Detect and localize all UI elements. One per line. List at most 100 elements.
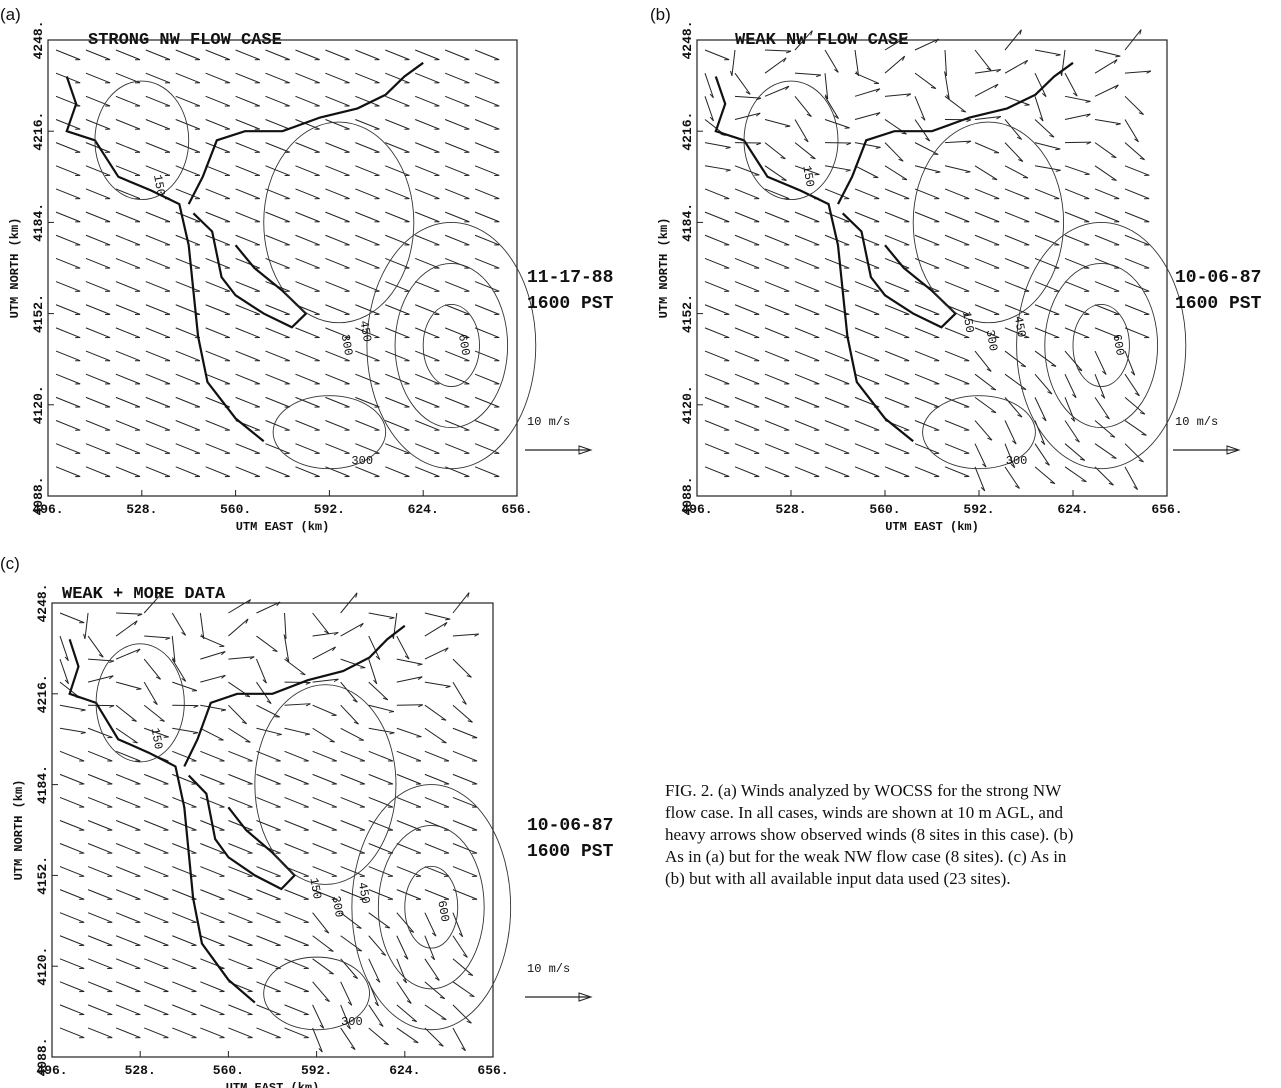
- wind-arrow-head: [906, 93, 912, 97]
- wind-arrow: [854, 211, 880, 223]
- wind-arrow: [144, 889, 169, 900]
- wind-arrow-head: [441, 1018, 447, 1021]
- wind-arrow: [355, 49, 380, 61]
- terrain-contour: [743, 80, 839, 201]
- wind-arrow-head: [930, 86, 937, 90]
- y-tick-label: 4088.: [31, 476, 46, 515]
- wind-arrow: [944, 281, 970, 292]
- wind-arrow: [340, 704, 359, 725]
- wind-arrow: [1124, 257, 1150, 269]
- wind-arrow-head: [276, 601, 281, 607]
- wind-arrow-head: [824, 94, 829, 100]
- wind-arrow: [85, 373, 111, 385]
- wind-arrow: [368, 750, 394, 762]
- wind-arrow: [444, 142, 470, 153]
- wind-arrow: [368, 889, 394, 900]
- wind-arrow: [1034, 165, 1061, 171]
- wind-arrow-head: [1108, 482, 1114, 486]
- wind-arrow: [368, 773, 394, 785]
- wind-arrow: [85, 281, 111, 292]
- wind-arrow: [385, 72, 410, 84]
- wind-arrow: [284, 773, 309, 785]
- wind-arrow: [415, 142, 440, 153]
- wind-arrow: [85, 49, 111, 61]
- wind-arrow: [385, 420, 410, 431]
- wind-arrow: [55, 188, 81, 200]
- wind-arrow: [794, 165, 820, 175]
- x-tick-label: 624.: [408, 502, 439, 517]
- wind-arrow: [115, 889, 141, 900]
- wind-arrow: [205, 234, 230, 246]
- date-label: 10-06-87: [527, 816, 613, 836]
- wind-arrow: [944, 257, 970, 269]
- wind-arrow: [734, 396, 760, 408]
- wind-arrow: [385, 188, 410, 200]
- wind-arrow: [385, 373, 410, 385]
- wind-arrow: [312, 727, 335, 743]
- wind-arrow-head: [324, 998, 330, 1002]
- wind-arrow: [854, 234, 880, 246]
- wind-arrow-head: [266, 700, 272, 705]
- wind-arrow: [974, 49, 992, 71]
- wind-arrow: [265, 49, 290, 61]
- wind-arrow: [284, 727, 310, 735]
- scale-arrow-head: [1226, 445, 1241, 455]
- wind-arrow: [704, 234, 730, 246]
- wind-arrow-head: [991, 411, 997, 414]
- wind-arrow: [235, 466, 260, 477]
- wind-arrow-head: [1139, 412, 1146, 415]
- terrain-contour: [263, 956, 370, 1031]
- wind-arrow: [265, 119, 290, 130]
- wind-arrow: [228, 1004, 253, 1016]
- wind-arrow: [115, 234, 141, 246]
- wind-arrow: [235, 373, 260, 385]
- wind-arrow-head: [305, 681, 311, 685]
- wind-arrow-head: [108, 675, 114, 680]
- wind-arrow: [59, 773, 85, 785]
- wind-arrow: [235, 234, 260, 246]
- x-tick-label: 656.: [477, 1063, 508, 1078]
- wind-arrow-head: [417, 676, 423, 680]
- wind-arrow: [824, 396, 850, 408]
- wind-arrow: [295, 396, 320, 408]
- wind-arrow: [325, 72, 350, 84]
- wind-arrow-head: [318, 1048, 323, 1053]
- wind-arrow: [1034, 72, 1047, 97]
- wind-arrow: [235, 211, 260, 223]
- wind-arrow: [396, 866, 422, 877]
- wind-arrow: [228, 618, 249, 637]
- wind-arrow: [452, 1027, 466, 1051]
- wind-arrow: [200, 1027, 225, 1039]
- wind-arrow: [396, 843, 422, 854]
- wind-arrow-head: [1085, 100, 1091, 103]
- wind-arrow: [265, 443, 290, 454]
- wind-arrow: [85, 466, 111, 477]
- wind-arrow: [265, 350, 290, 362]
- wind-arrow: [85, 95, 111, 107]
- wind-arrow: [1004, 373, 1027, 390]
- wind-arrow-head: [355, 592, 358, 598]
- wind-arrow: [452, 727, 478, 739]
- wind-arrow-head: [276, 733, 282, 736]
- wind-arrow: [143, 593, 162, 614]
- wind-arrow: [172, 796, 197, 808]
- wind-arrow: [704, 304, 730, 315]
- wind-arrow: [1124, 396, 1146, 415]
- scale-label: 10 m/s: [527, 962, 570, 976]
- wind-arrow-head: [467, 973, 473, 977]
- wind-arrow-head: [305, 703, 311, 707]
- caption-line: heavy arrows show observed winds (8 site…: [665, 825, 1074, 844]
- wind-arrow: [205, 211, 230, 223]
- wind-arrow-head: [745, 91, 751, 95]
- wind-arrow-head: [333, 678, 339, 683]
- wind-arrow: [396, 820, 422, 831]
- wind-arrow: [1004, 234, 1030, 246]
- wind-arrow: [256, 912, 281, 923]
- wind-arrow-head: [403, 955, 409, 960]
- terrain-contour: [351, 784, 512, 1031]
- wind-arrow-head: [1049, 134, 1055, 138]
- terrain-contour: [1044, 262, 1159, 429]
- wind-arrow: [1064, 165, 1090, 175]
- wind-arrow: [452, 866, 478, 877]
- wind-arrow: [59, 912, 85, 923]
